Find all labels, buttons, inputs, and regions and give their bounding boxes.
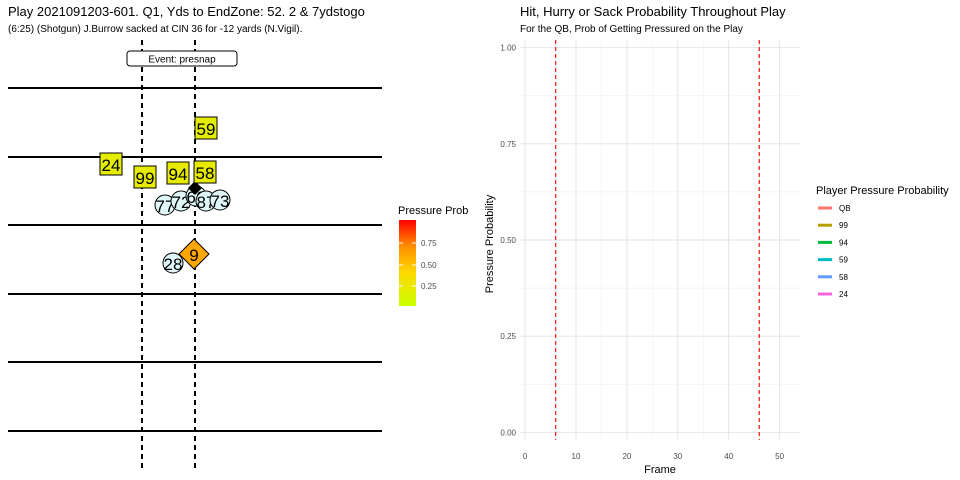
y-axis-label: Pressure Probability [484,194,496,293]
legend-label: 94 [839,238,848,247]
defense-players: 59 24 99 94 58 [99,116,218,189]
defender: 59 [194,116,218,140]
defender-marker [99,152,123,176]
x-tick-label: 40 [724,452,733,461]
x-tick-label: 0 [523,452,528,461]
plot-grid [520,40,800,440]
defender-label: 94 [169,165,188,184]
line-chart-subtitle: For the QB, Prob of Getting Pressured on… [520,24,743,35]
y-tick-label: 1.00 [500,44,516,53]
play-field-panel: Play 2021091203-601. Q1, Yds to EndZone:… [8,4,468,470]
y-axis-ticks: 0.00 0.25 0.50 0.75 1.00 [500,44,516,438]
qb-marker [178,238,210,270]
x-tick-label: 10 [572,452,581,461]
x-tick-label: 50 [775,452,784,461]
football-icon [188,181,202,195]
event-label-frame [126,50,238,67]
offense-marker [162,252,184,274]
y-tick-label: 0.00 [500,428,516,437]
defender: 24 [99,152,123,176]
offense-label: 73 [211,192,230,211]
defender-marker [194,116,218,140]
event-vlines [554,40,760,440]
series-legend: QB 99 94 59 58 24 [818,204,851,299]
defender-label: 58 [196,164,215,183]
y-tick-label: 0.25 [500,332,516,341]
field-subtitle: (6:25) (Shotgun) J.Burrow sacked at CIN … [8,24,302,35]
quarterback: 9 [178,238,210,270]
colorbar-tick-label: 0.75 [421,239,437,248]
line-chart-title: Hit, Hurry or Sack Probability Throughou… [520,4,786,19]
x-axis-ticks: 0 10 20 30 40 50 [523,452,785,461]
pressure-line-chart: Hit, Hurry or Sack Probability Throughou… [484,4,949,476]
pressure-legend-title: Pressure Prob [398,205,468,217]
offense-label: 77 [156,197,175,216]
defender: 99 [133,165,157,189]
event-label: Event: presnap [148,55,216,66]
defender-marker [166,161,190,185]
colorbar-tick-label: 0.25 [421,282,437,291]
legend-label: 99 [839,221,848,230]
legend-label: 58 [839,273,848,282]
defender-label: 99 [136,169,155,188]
offense-player: 28 [162,252,184,274]
defender-label: 24 [102,156,121,175]
offense-label: 28 [164,255,183,274]
x-tick-label: 20 [622,452,631,461]
pressure-legend: Pressure Prob 0.75 0.50 0.25 [398,205,468,306]
pressure-colorbar [399,220,416,306]
series-legend-title: Player Pressure Probability [816,185,949,197]
offense-marker [209,189,231,211]
defender: 94 [166,161,190,185]
defender-marker [133,165,157,189]
x-tick-label: 30 [673,452,682,461]
event-label-box: Event: presnap [126,50,238,67]
y-tick-label: 0.50 [500,236,516,245]
y-tick-label: 0.75 [500,140,516,149]
offense-player: 73 [209,189,231,211]
offense-players: 77 72 66 87 73 28 [154,185,231,274]
field-title: Play 2021091203-601. Q1, Yds to EndZone:… [8,4,365,19]
legend-label: 59 [839,256,848,265]
legend-label: QB [839,204,851,213]
x-axis-label: Frame [644,464,676,476]
defender-marker [193,160,217,184]
legend-label: 24 [839,290,848,299]
qb-label: 9 [189,246,198,265]
colorbar-tick-label: 0.50 [421,261,437,270]
defender: 58 [193,160,217,184]
defender-label: 59 [197,120,216,139]
